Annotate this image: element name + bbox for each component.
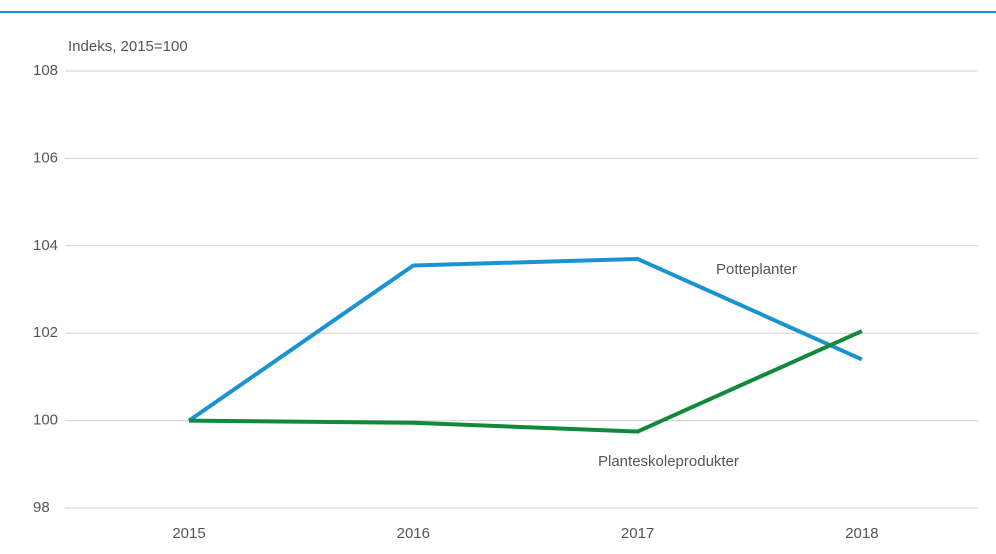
y-tick-label: 104 xyxy=(33,237,58,254)
y-axis-label: Indeks, 2015=100 xyxy=(68,38,188,55)
y-tick-label: 102 xyxy=(33,324,58,341)
series-line xyxy=(188,329,863,434)
x-tick-label: 2016 xyxy=(397,525,430,542)
y-tick-label: 100 xyxy=(33,412,58,429)
y-tick-label: 108 xyxy=(33,62,58,79)
series-label: Potteplanter xyxy=(716,261,797,278)
y-tick-label: 106 xyxy=(33,149,58,166)
x-tick-label: 2018 xyxy=(845,525,878,542)
y-tick-label: 98 xyxy=(33,499,50,516)
series-label: Planteskoleprodukter xyxy=(598,453,739,470)
x-tick-label: 2017 xyxy=(621,525,654,542)
x-tick-label: 2015 xyxy=(172,525,205,542)
series-line xyxy=(187,256,863,423)
